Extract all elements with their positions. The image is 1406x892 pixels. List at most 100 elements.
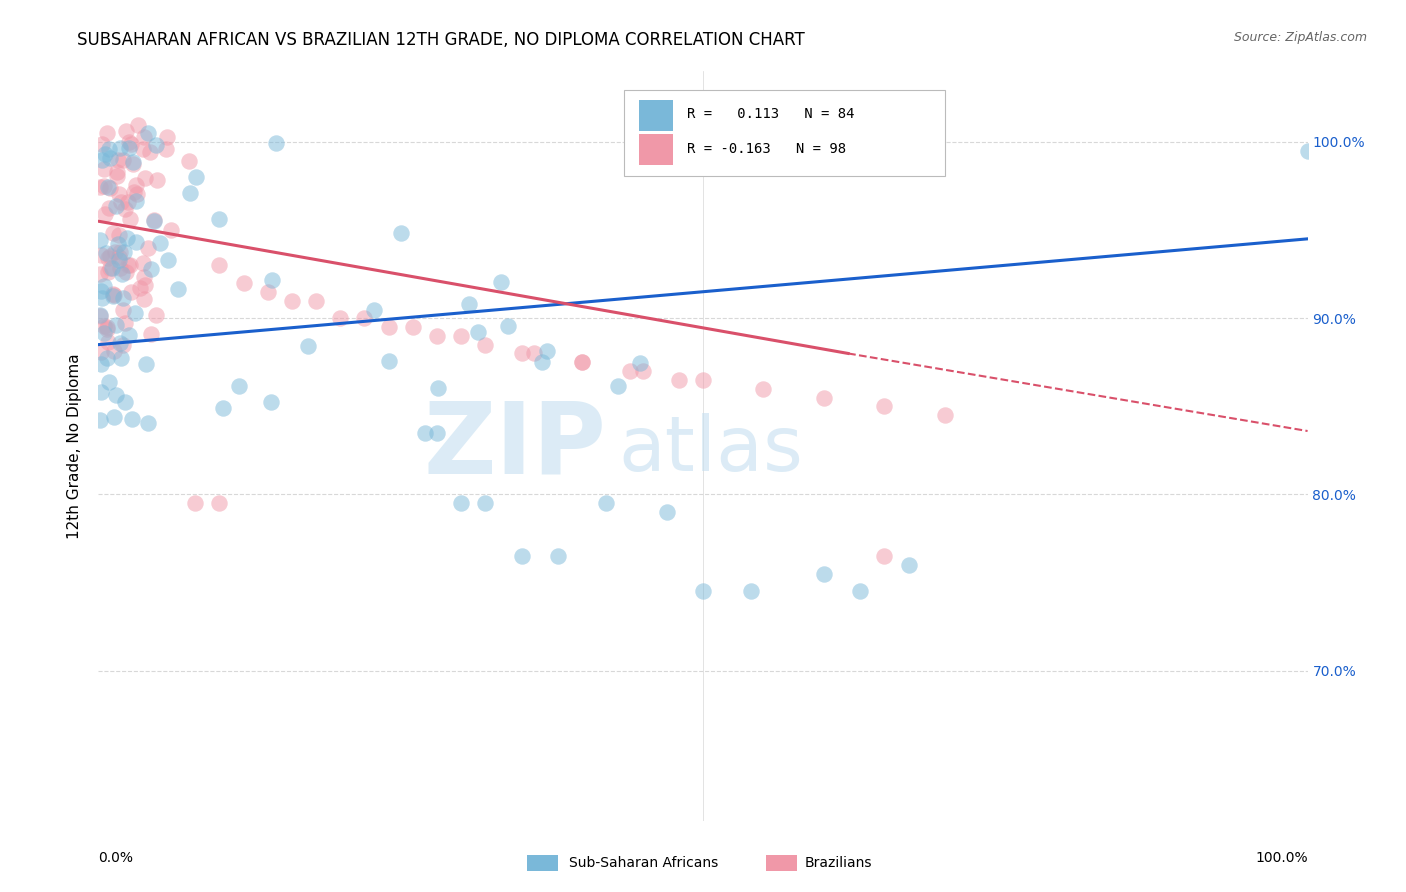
Point [134, 171, 156, 186]
Point [595, 496, 617, 510]
Bar [638, 134, 673, 165]
Point [98, 142, 121, 156]
Point [112, 338, 135, 352]
Point [510, 346, 533, 360]
Point [413, 425, 436, 440]
Point [329, 311, 352, 326]
Text: 100.0%: 100.0% [1256, 851, 1308, 864]
Point [110, 141, 132, 155]
Point [160, 223, 183, 237]
Point [127, 118, 149, 132]
Point [96, 322, 118, 336]
Point [256, 285, 278, 299]
Point [101, 287, 124, 301]
Point [450, 496, 472, 510]
Point [813, 566, 835, 581]
Point [91, 291, 114, 305]
Point [105, 387, 128, 401]
Point [740, 584, 762, 599]
Point [132, 292, 155, 306]
Point [97, 201, 120, 215]
Point [108, 250, 131, 264]
Point [89, 308, 111, 322]
Point [89, 248, 111, 262]
Point [132, 256, 155, 270]
Point [120, 136, 142, 151]
Point [184, 496, 207, 510]
Text: 0.0%: 0.0% [98, 851, 134, 864]
Text: Source: ZipAtlas.com: Source: ZipAtlas.com [1233, 31, 1367, 45]
Point [402, 320, 425, 334]
Point [114, 316, 136, 330]
Point [97, 179, 120, 194]
Point [141, 326, 163, 341]
Point [138, 145, 160, 159]
Point [571, 355, 593, 369]
Point [132, 270, 155, 285]
Point [297, 339, 319, 353]
Point [94, 246, 117, 260]
Point [208, 496, 231, 510]
Point [118, 328, 141, 343]
Point [849, 584, 872, 599]
Text: Sub-Saharan Africans: Sub-Saharan Africans [569, 855, 718, 870]
Point [89, 413, 111, 427]
Point [93, 326, 115, 340]
Point [136, 126, 159, 140]
Point [103, 288, 125, 302]
Point [377, 320, 399, 334]
Point [93, 279, 115, 293]
Point [97, 251, 120, 265]
Point [167, 281, 190, 295]
Point [873, 549, 896, 564]
Point [752, 382, 775, 396]
Bar [624, 90, 945, 177]
Point [260, 395, 283, 409]
Point [132, 142, 155, 156]
Point [208, 211, 231, 226]
Point [141, 262, 163, 277]
Bar [638, 100, 673, 131]
Point [120, 285, 142, 299]
Point [90, 284, 112, 298]
Point [692, 584, 714, 599]
Point [668, 373, 690, 387]
Point [91, 153, 114, 167]
Point [94, 147, 117, 161]
Point [122, 186, 145, 200]
Point [655, 505, 678, 519]
Point [363, 303, 385, 318]
Point [134, 277, 156, 292]
Point [606, 378, 628, 392]
Point [427, 381, 450, 395]
Point [107, 237, 129, 252]
Point [112, 245, 135, 260]
Point [934, 408, 956, 422]
Point [96, 351, 118, 365]
Text: SUBSAHARAN AFRICAN VS BRAZILIAN 12TH GRADE, NO DIPLOMA CORRELATION CHART: SUBSAHARAN AFRICAN VS BRAZILIAN 12TH GRA… [77, 31, 806, 49]
Point [692, 373, 714, 387]
Point [121, 157, 143, 171]
Point [93, 161, 115, 176]
Point [149, 236, 172, 251]
Point [426, 328, 449, 343]
Point [458, 297, 481, 311]
Text: R =   0.113   N = 84: R = 0.113 N = 84 [688, 107, 855, 121]
Point [156, 252, 179, 267]
Point [510, 549, 533, 564]
Point [536, 344, 558, 359]
Point [571, 355, 593, 369]
Point [208, 258, 231, 272]
Point [125, 194, 148, 209]
Point [104, 244, 127, 259]
Point [108, 187, 131, 202]
Point [97, 265, 120, 279]
Point [125, 235, 148, 249]
Point [89, 180, 111, 194]
Point [813, 391, 835, 405]
Point [101, 226, 124, 240]
Point [108, 253, 131, 268]
Point [93, 318, 115, 333]
Point [281, 293, 304, 308]
Point [474, 337, 496, 351]
